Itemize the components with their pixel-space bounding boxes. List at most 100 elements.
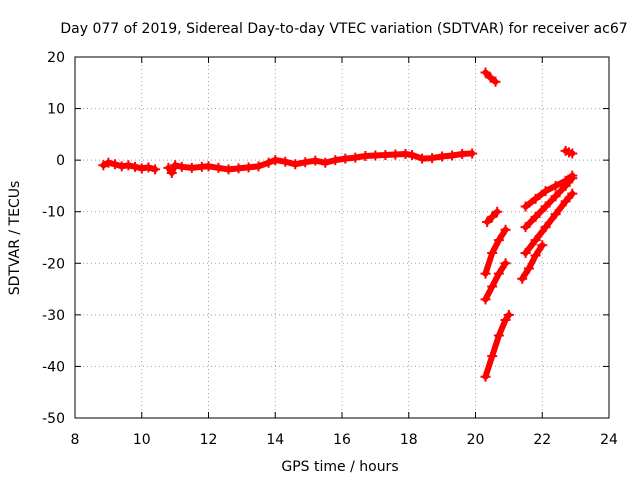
data-point <box>310 155 321 166</box>
data-point <box>176 161 187 172</box>
series-0 <box>98 157 161 175</box>
tick-labels: 8 10 12 14 16 18 20 22 24 20 10 0 -10 -20 -30 -40 -50 <box>42 50 618 448</box>
data-point <box>530 193 541 204</box>
data-point <box>560 196 571 207</box>
data-point <box>437 151 448 162</box>
x-tick-label: 20 <box>467 432 485 448</box>
data-point <box>490 76 501 87</box>
series-track <box>482 260 509 303</box>
data-point <box>253 161 264 172</box>
data-point <box>550 180 561 191</box>
data-point <box>550 209 561 220</box>
data-point <box>103 157 114 168</box>
data-point <box>163 162 174 173</box>
data-point <box>243 162 254 173</box>
data-point <box>186 162 197 173</box>
data-point <box>500 224 511 235</box>
data-point <box>482 217 493 228</box>
data-point <box>492 206 503 217</box>
data-point <box>493 330 504 341</box>
data-point <box>380 149 391 160</box>
data-point <box>530 250 541 261</box>
data-point <box>480 294 491 305</box>
data-point <box>213 162 224 173</box>
data-point <box>110 159 121 170</box>
data-point <box>530 211 541 222</box>
data-point <box>290 159 301 170</box>
data-point <box>530 235 541 246</box>
data-point <box>485 72 496 83</box>
data-point <box>500 315 511 326</box>
x-tick-label: 18 <box>400 432 418 448</box>
data-point <box>560 180 571 191</box>
data-point <box>170 160 181 171</box>
data-point <box>540 222 551 233</box>
data-point <box>467 148 478 159</box>
data-point <box>500 258 511 269</box>
y-tick-label: -50 <box>42 411 65 427</box>
data-point <box>270 155 281 166</box>
x-tick-label: 12 <box>200 432 218 448</box>
data-point <box>540 186 551 197</box>
data-point <box>203 161 214 172</box>
data-point <box>427 153 438 164</box>
data-point <box>520 222 531 233</box>
x-tick-label: 16 <box>333 432 351 448</box>
x-tick-label: 14 <box>266 432 284 448</box>
series-2 <box>480 67 501 87</box>
data-point <box>166 168 177 179</box>
data-point <box>480 67 491 78</box>
series-track <box>482 226 509 277</box>
data-point <box>360 151 371 162</box>
data-point <box>487 211 498 222</box>
chart-title: Day 077 of 2019, Sidereal Day-to-day VTE… <box>60 21 627 37</box>
series-11 <box>560 145 578 159</box>
data-point <box>517 273 528 284</box>
data-point <box>567 148 578 159</box>
data-point <box>400 148 411 159</box>
data-point <box>223 164 234 175</box>
series-1 <box>163 148 478 179</box>
y-axis-label: SDTVAR / TECUs <box>7 181 23 296</box>
y-tick-label: -20 <box>42 256 65 272</box>
data-point <box>523 263 534 274</box>
data-point <box>390 149 401 160</box>
series-track <box>519 242 546 282</box>
x-axis-label: GPS time / hours <box>281 459 398 475</box>
data-point <box>480 268 491 279</box>
data-point <box>263 157 274 168</box>
data-point <box>493 235 504 246</box>
data-point <box>407 149 418 160</box>
data-point <box>136 163 147 174</box>
data-point <box>447 150 458 161</box>
series-track <box>522 175 576 231</box>
data-point <box>143 162 154 173</box>
data-point <box>98 160 109 171</box>
y-tick-label: -40 <box>42 359 65 375</box>
series-4 <box>480 224 511 279</box>
series-5 <box>480 258 511 305</box>
data-point <box>487 281 498 292</box>
data-point <box>537 240 548 251</box>
data-point <box>493 268 504 279</box>
data-point <box>503 309 514 320</box>
data-point <box>350 152 361 163</box>
data-point <box>150 164 161 175</box>
data-point <box>487 351 498 362</box>
y-tick-label: 20 <box>47 50 65 66</box>
data-point <box>540 201 551 212</box>
series-9 <box>520 188 578 258</box>
series-6 <box>480 309 514 382</box>
data-point <box>340 153 351 164</box>
data-point <box>370 150 381 161</box>
data-point <box>233 163 244 174</box>
grid <box>75 57 609 418</box>
y-tick-label: 0 <box>56 153 65 169</box>
y-tick-label: 10 <box>47 102 65 118</box>
data-marks <box>98 67 578 382</box>
data-point <box>116 161 127 172</box>
data-point <box>567 173 578 184</box>
plot-frame <box>74 56 610 419</box>
